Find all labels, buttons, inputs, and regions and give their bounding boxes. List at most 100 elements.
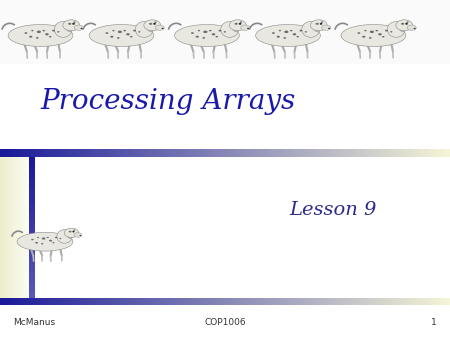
Ellipse shape [17, 232, 73, 251]
Ellipse shape [315, 23, 319, 25]
Ellipse shape [123, 30, 126, 31]
Ellipse shape [45, 33, 49, 35]
Ellipse shape [328, 28, 330, 29]
Ellipse shape [24, 32, 27, 34]
Ellipse shape [175, 25, 239, 46]
Ellipse shape [369, 37, 372, 39]
Ellipse shape [47, 237, 49, 238]
Ellipse shape [209, 30, 212, 31]
Ellipse shape [126, 33, 130, 35]
Ellipse shape [112, 30, 115, 31]
Ellipse shape [42, 30, 45, 31]
Text: Lesson 9: Lesson 9 [289, 200, 377, 219]
Ellipse shape [279, 30, 281, 31]
Ellipse shape [37, 237, 39, 238]
Ellipse shape [216, 36, 218, 38]
Text: Processing Arrays: Processing Arrays [40, 88, 296, 115]
Ellipse shape [31, 30, 34, 31]
Ellipse shape [277, 36, 280, 38]
Ellipse shape [133, 30, 136, 31]
Ellipse shape [382, 36, 384, 38]
Ellipse shape [37, 31, 41, 33]
Ellipse shape [401, 23, 404, 25]
Ellipse shape [41, 243, 43, 244]
Ellipse shape [305, 31, 307, 32]
Ellipse shape [399, 24, 405, 32]
FancyBboxPatch shape [0, 305, 450, 338]
Ellipse shape [224, 31, 226, 32]
Ellipse shape [68, 23, 71, 25]
Ellipse shape [52, 30, 55, 31]
Ellipse shape [290, 30, 292, 31]
Ellipse shape [66, 24, 72, 32]
Ellipse shape [191, 32, 194, 34]
Ellipse shape [36, 37, 39, 39]
Ellipse shape [59, 238, 61, 239]
Ellipse shape [196, 36, 199, 38]
Ellipse shape [162, 28, 164, 29]
Ellipse shape [63, 20, 80, 31]
Ellipse shape [149, 23, 152, 25]
Ellipse shape [89, 25, 154, 46]
Ellipse shape [341, 25, 406, 46]
Ellipse shape [64, 228, 79, 238]
Text: 1: 1 [431, 318, 436, 327]
Ellipse shape [396, 20, 413, 31]
Ellipse shape [385, 30, 388, 31]
Ellipse shape [31, 239, 34, 240]
Ellipse shape [147, 24, 153, 32]
Ellipse shape [49, 36, 51, 38]
Text: COP1006: COP1006 [204, 318, 246, 327]
Ellipse shape [230, 20, 246, 31]
Ellipse shape [49, 240, 52, 242]
Ellipse shape [292, 33, 296, 35]
Ellipse shape [313, 24, 320, 32]
Ellipse shape [105, 32, 108, 34]
Ellipse shape [407, 25, 416, 30]
Ellipse shape [284, 31, 288, 33]
Ellipse shape [81, 28, 83, 29]
Ellipse shape [69, 231, 72, 233]
Ellipse shape [414, 28, 416, 29]
Ellipse shape [203, 31, 207, 33]
Ellipse shape [42, 238, 45, 240]
Ellipse shape [80, 235, 81, 236]
Ellipse shape [8, 25, 73, 46]
Ellipse shape [54, 22, 72, 37]
Ellipse shape [212, 33, 215, 35]
Ellipse shape [297, 36, 299, 38]
Ellipse shape [256, 25, 320, 46]
Circle shape [320, 23, 322, 25]
Ellipse shape [232, 24, 239, 32]
Ellipse shape [247, 28, 249, 29]
Text: McManus: McManus [14, 318, 56, 327]
Ellipse shape [138, 31, 140, 32]
Ellipse shape [310, 20, 327, 31]
Ellipse shape [362, 36, 365, 38]
Ellipse shape [52, 242, 54, 243]
Ellipse shape [74, 233, 82, 237]
Ellipse shape [110, 36, 113, 38]
FancyBboxPatch shape [0, 0, 450, 64]
Ellipse shape [221, 22, 238, 37]
Ellipse shape [406, 21, 409, 23]
Ellipse shape [57, 230, 72, 243]
Ellipse shape [375, 30, 378, 31]
Ellipse shape [378, 33, 382, 35]
Ellipse shape [272, 32, 275, 34]
Ellipse shape [73, 230, 75, 231]
Ellipse shape [35, 242, 38, 244]
Ellipse shape [57, 31, 59, 32]
Ellipse shape [387, 22, 405, 37]
Ellipse shape [55, 237, 58, 238]
Ellipse shape [219, 30, 221, 31]
Ellipse shape [73, 21, 76, 23]
Ellipse shape [357, 32, 360, 34]
Ellipse shape [370, 31, 374, 33]
Ellipse shape [240, 21, 242, 23]
Ellipse shape [300, 30, 302, 31]
Ellipse shape [234, 23, 238, 25]
Circle shape [72, 231, 75, 233]
Ellipse shape [241, 25, 250, 30]
Ellipse shape [202, 37, 205, 39]
